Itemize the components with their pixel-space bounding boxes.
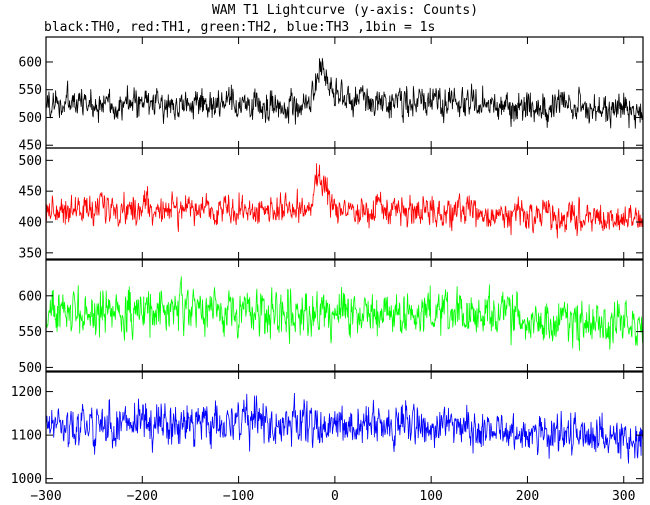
- x-tick-label: −100: [223, 489, 254, 504]
- x-tick-label: −300: [30, 489, 61, 504]
- x-tick-label: 300: [612, 489, 635, 504]
- x-tick-label: 0: [331, 489, 339, 504]
- panel-th1: 350 400 450 500: [19, 147, 644, 261]
- y-tick-label: 1100: [11, 429, 42, 444]
- x-axis: −300 −200 −100 0 100 200 300: [30, 489, 635, 504]
- series-line-th1: [46, 163, 643, 239]
- panel-frame: [45, 371, 644, 484]
- y-tick-label: 500: [19, 154, 42, 169]
- y-tick-label: 450: [19, 185, 42, 200]
- panel-th3: 1000 1100 1200: [11, 371, 644, 487]
- panel-frame: [45, 259, 644, 372]
- y-tick-label: 1200: [11, 385, 42, 400]
- x-tick-label: 100: [419, 489, 442, 504]
- chart-subtitle: black:TH0, red:TH1, green:TH2, blue:TH3 …: [44, 20, 435, 35]
- chart-title: WAM T1 Lightcurve (y-axis: Counts): [212, 3, 478, 18]
- series-line-th3: [46, 393, 643, 464]
- x-tick-label: 200: [516, 489, 539, 504]
- y-tick-label: 400: [19, 216, 42, 231]
- x-tick-label: −200: [127, 489, 158, 504]
- y-tick-label: 350: [19, 246, 42, 261]
- y-tick-label: 550: [19, 83, 42, 98]
- y-tick-label: 500: [19, 361, 42, 376]
- y-tick-label: 1000: [11, 472, 42, 487]
- y-tick-label: 600: [19, 55, 42, 70]
- panel-frame: [45, 147, 644, 260]
- panel-th2: 500 550 600: [19, 259, 644, 376]
- y-tick-label: 450: [19, 139, 42, 154]
- series-line-th2: [46, 276, 643, 351]
- y-tick-label: 500: [19, 111, 42, 126]
- panels-group: 4505005506003504004505005005506001000110…: [11, 36, 644, 487]
- panel-th0: 450 500 550 600: [19, 36, 644, 154]
- y-tick-label: 600: [19, 289, 42, 304]
- y-tick-label: 550: [19, 325, 42, 340]
- series-line-th0: [46, 58, 643, 129]
